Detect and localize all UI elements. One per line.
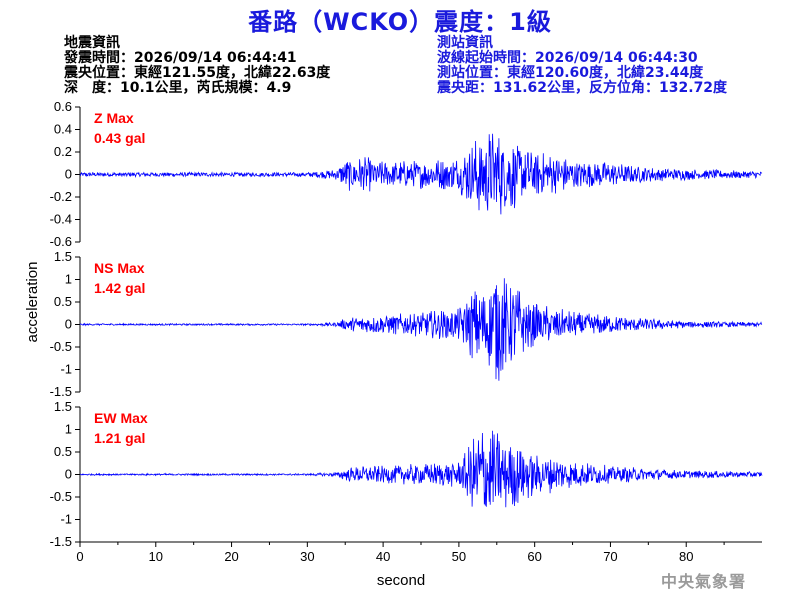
- waveform-ns: [79, 278, 763, 381]
- y-tick-label-ns: -1: [60, 362, 72, 377]
- earthquake-info-heading: 地震資訊: [64, 35, 120, 51]
- y-tick-label-ew: 1: [65, 422, 72, 437]
- waveform-z: [79, 133, 763, 215]
- x-tick-label: 80: [679, 549, 693, 564]
- x-tick-label: 70: [603, 549, 617, 564]
- y-tick-label-ns: 0.5: [54, 294, 72, 309]
- max-value-ew: 1.21 gal: [94, 430, 145, 446]
- y-tick-label-ew: 0.5: [54, 444, 72, 459]
- waveform-ew: [79, 430, 763, 508]
- y-tick-label-z: 0.4: [54, 122, 72, 137]
- earthquake-info: 地震資訊 發震時間：2026/09/14 06:44:41 震央位置：東經121…: [64, 36, 330, 96]
- component-label-z: Z Max: [94, 110, 134, 126]
- depth-magnitude: 深 度：10.1公里，芮氏規模：4.9: [64, 80, 292, 96]
- component-label-ew: EW Max: [94, 410, 148, 426]
- max-value-z: 0.43 gal: [94, 130, 145, 146]
- x-tick-label: 50: [452, 549, 466, 564]
- epicentral-distance: 震央距：131.62公里，反方位角：132.72度: [437, 80, 728, 96]
- x-tick-label: 60: [527, 549, 541, 564]
- y-tick-label-z: 0: [65, 167, 72, 182]
- epicenter-location: 震央位置：東經121.55度，北緯22.63度: [64, 65, 331, 81]
- y-tick-label-ew: 1.5: [54, 399, 72, 414]
- x-tick-label: 10: [149, 549, 163, 564]
- component-label-ns: NS Max: [94, 260, 145, 276]
- x-axis-title: second: [377, 572, 425, 589]
- page-title: 番路（WCKO）震度：1級: [248, 8, 552, 36]
- y-tick-label-z: -0.6: [50, 234, 72, 249]
- y-tick-label-ew: -0.5: [50, 489, 72, 504]
- origin-time: 發震時間：2026/09/14 06:44:41: [64, 50, 297, 66]
- y-tick-label-ns: 1: [65, 272, 72, 287]
- station-info: 測站資訊 波線起始時間：2026/09/14 06:44:30 測站位置：東經1…: [437, 36, 727, 96]
- y-tick-label-ns: -1.5: [50, 384, 72, 399]
- y-tick-label-ew: -1: [60, 512, 72, 527]
- y-tick-label-ns: -0.5: [50, 339, 72, 354]
- y-tick-label-ns: 1.5: [54, 249, 72, 264]
- station-location: 測站位置：東經120.60度，北緯23.44度: [437, 65, 704, 81]
- y-tick-label-z: -0.2: [50, 189, 72, 204]
- cwa-watermark: 中央氣象署: [660, 572, 746, 591]
- x-tick-label: 20: [224, 549, 238, 564]
- y-axis-title: acceleration: [24, 262, 41, 343]
- y-tick-label-ew: -1.5: [50, 534, 72, 549]
- max-value-ns: 1.42 gal: [94, 280, 145, 296]
- y-tick-label-z: 0.6: [54, 99, 72, 114]
- wave-start-time: 波線起始時間：2026/09/14 06:44:30: [437, 50, 698, 66]
- y-tick-label-ew: 0: [65, 467, 72, 482]
- x-tick-label: 40: [376, 549, 390, 564]
- station-info-heading: 測站資訊: [437, 35, 493, 51]
- x-tick-label: 0: [76, 549, 83, 564]
- y-tick-label-z: -0.4: [50, 212, 72, 227]
- y-tick-label-z: 0.2: [54, 144, 72, 159]
- x-tick-label: 30: [300, 549, 314, 564]
- y-tick-label-ns: 0: [65, 317, 72, 332]
